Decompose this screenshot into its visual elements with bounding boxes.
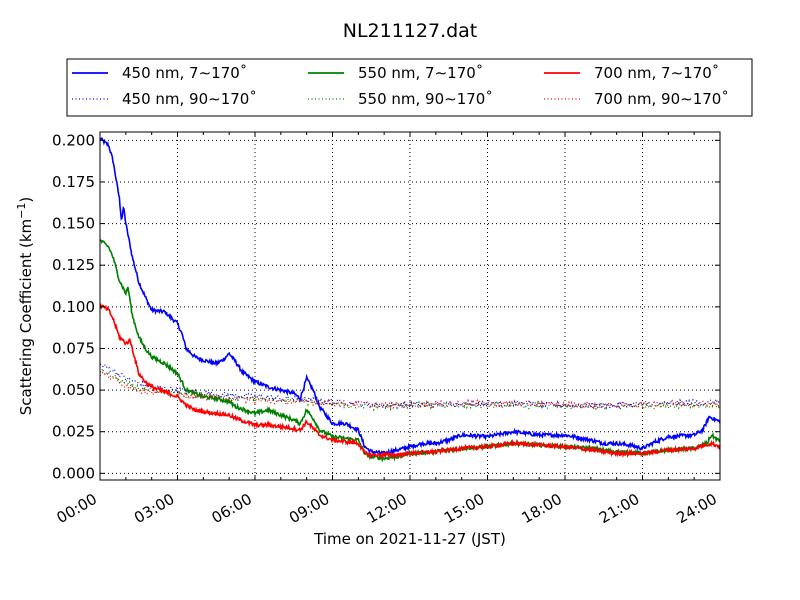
legend-label-6: 700 nm, 90∼170˚ [594,90,729,108]
y-axis-label-close: ) [17,197,35,203]
y-tick-label: 0.025 [52,423,95,441]
legend-frame [66,58,753,117]
x-tick-label: 12:00 [364,490,410,527]
y-tick-label: 0.150 [52,215,95,233]
x-tick-label: 15:00 [441,490,487,527]
series-lines [99,136,721,463]
y-tick-label: 0.200 [52,131,95,149]
x-tick-label: 21:00 [596,490,642,527]
plot-area: 00:00 03:00 06:00 09:00 12:00 15:00 18:00 21:00… [52,131,721,527]
y-tick-label: 0.125 [52,256,95,274]
y-tick-label: 0.075 [52,339,95,357]
chart-title: NL211127.dat [343,20,478,42]
plot-background [100,132,720,480]
grid [100,132,720,480]
series-line-2 [99,363,721,411]
x-tick-label: 18:00 [519,490,565,527]
y-tick-label: 0.100 [52,298,95,316]
legend-label-3: 550 nm, 7∼170˚ [358,64,483,82]
series-line-5 [99,303,721,460]
x-tick-label: 03:00 [131,490,177,527]
x-tick-label: 09:00 [286,490,332,527]
y-tick-label: 0.000 [52,464,95,482]
y-axis-label-unit-exponent: −1 [15,203,28,219]
legend-label-4: 550 nm, 90∼170˚ [358,90,493,108]
x-tick-label: 06:00 [209,490,255,527]
y-tick-label: 0.050 [52,381,95,399]
legend-label-1: 450 nm, 7∼170˚ [122,64,247,82]
y-tick-label: 0.175 [52,173,95,191]
legend-label-2: 450 nm, 90∼170˚ [122,90,257,108]
x-axis-label: Time on 2021-11-27 (JST) [313,530,506,548]
legend-label-5: 700 nm, 7∼170˚ [594,64,719,82]
y-axis-label-main: Scattering Coefficient (km [17,219,35,415]
series-line-6 [99,371,721,411]
y-axis-label: Scattering Coefficient (km−1) [15,197,35,416]
x-tick-label: 24:00 [674,490,720,527]
legend: 450 nm, 7∼170˚ 450 nm, 90∼170˚ 550 nm, 7∼1… [66,58,753,117]
x-tick-label: 00:00 [54,490,100,527]
series-line-4 [99,366,721,412]
series-line-1 [99,136,721,458]
